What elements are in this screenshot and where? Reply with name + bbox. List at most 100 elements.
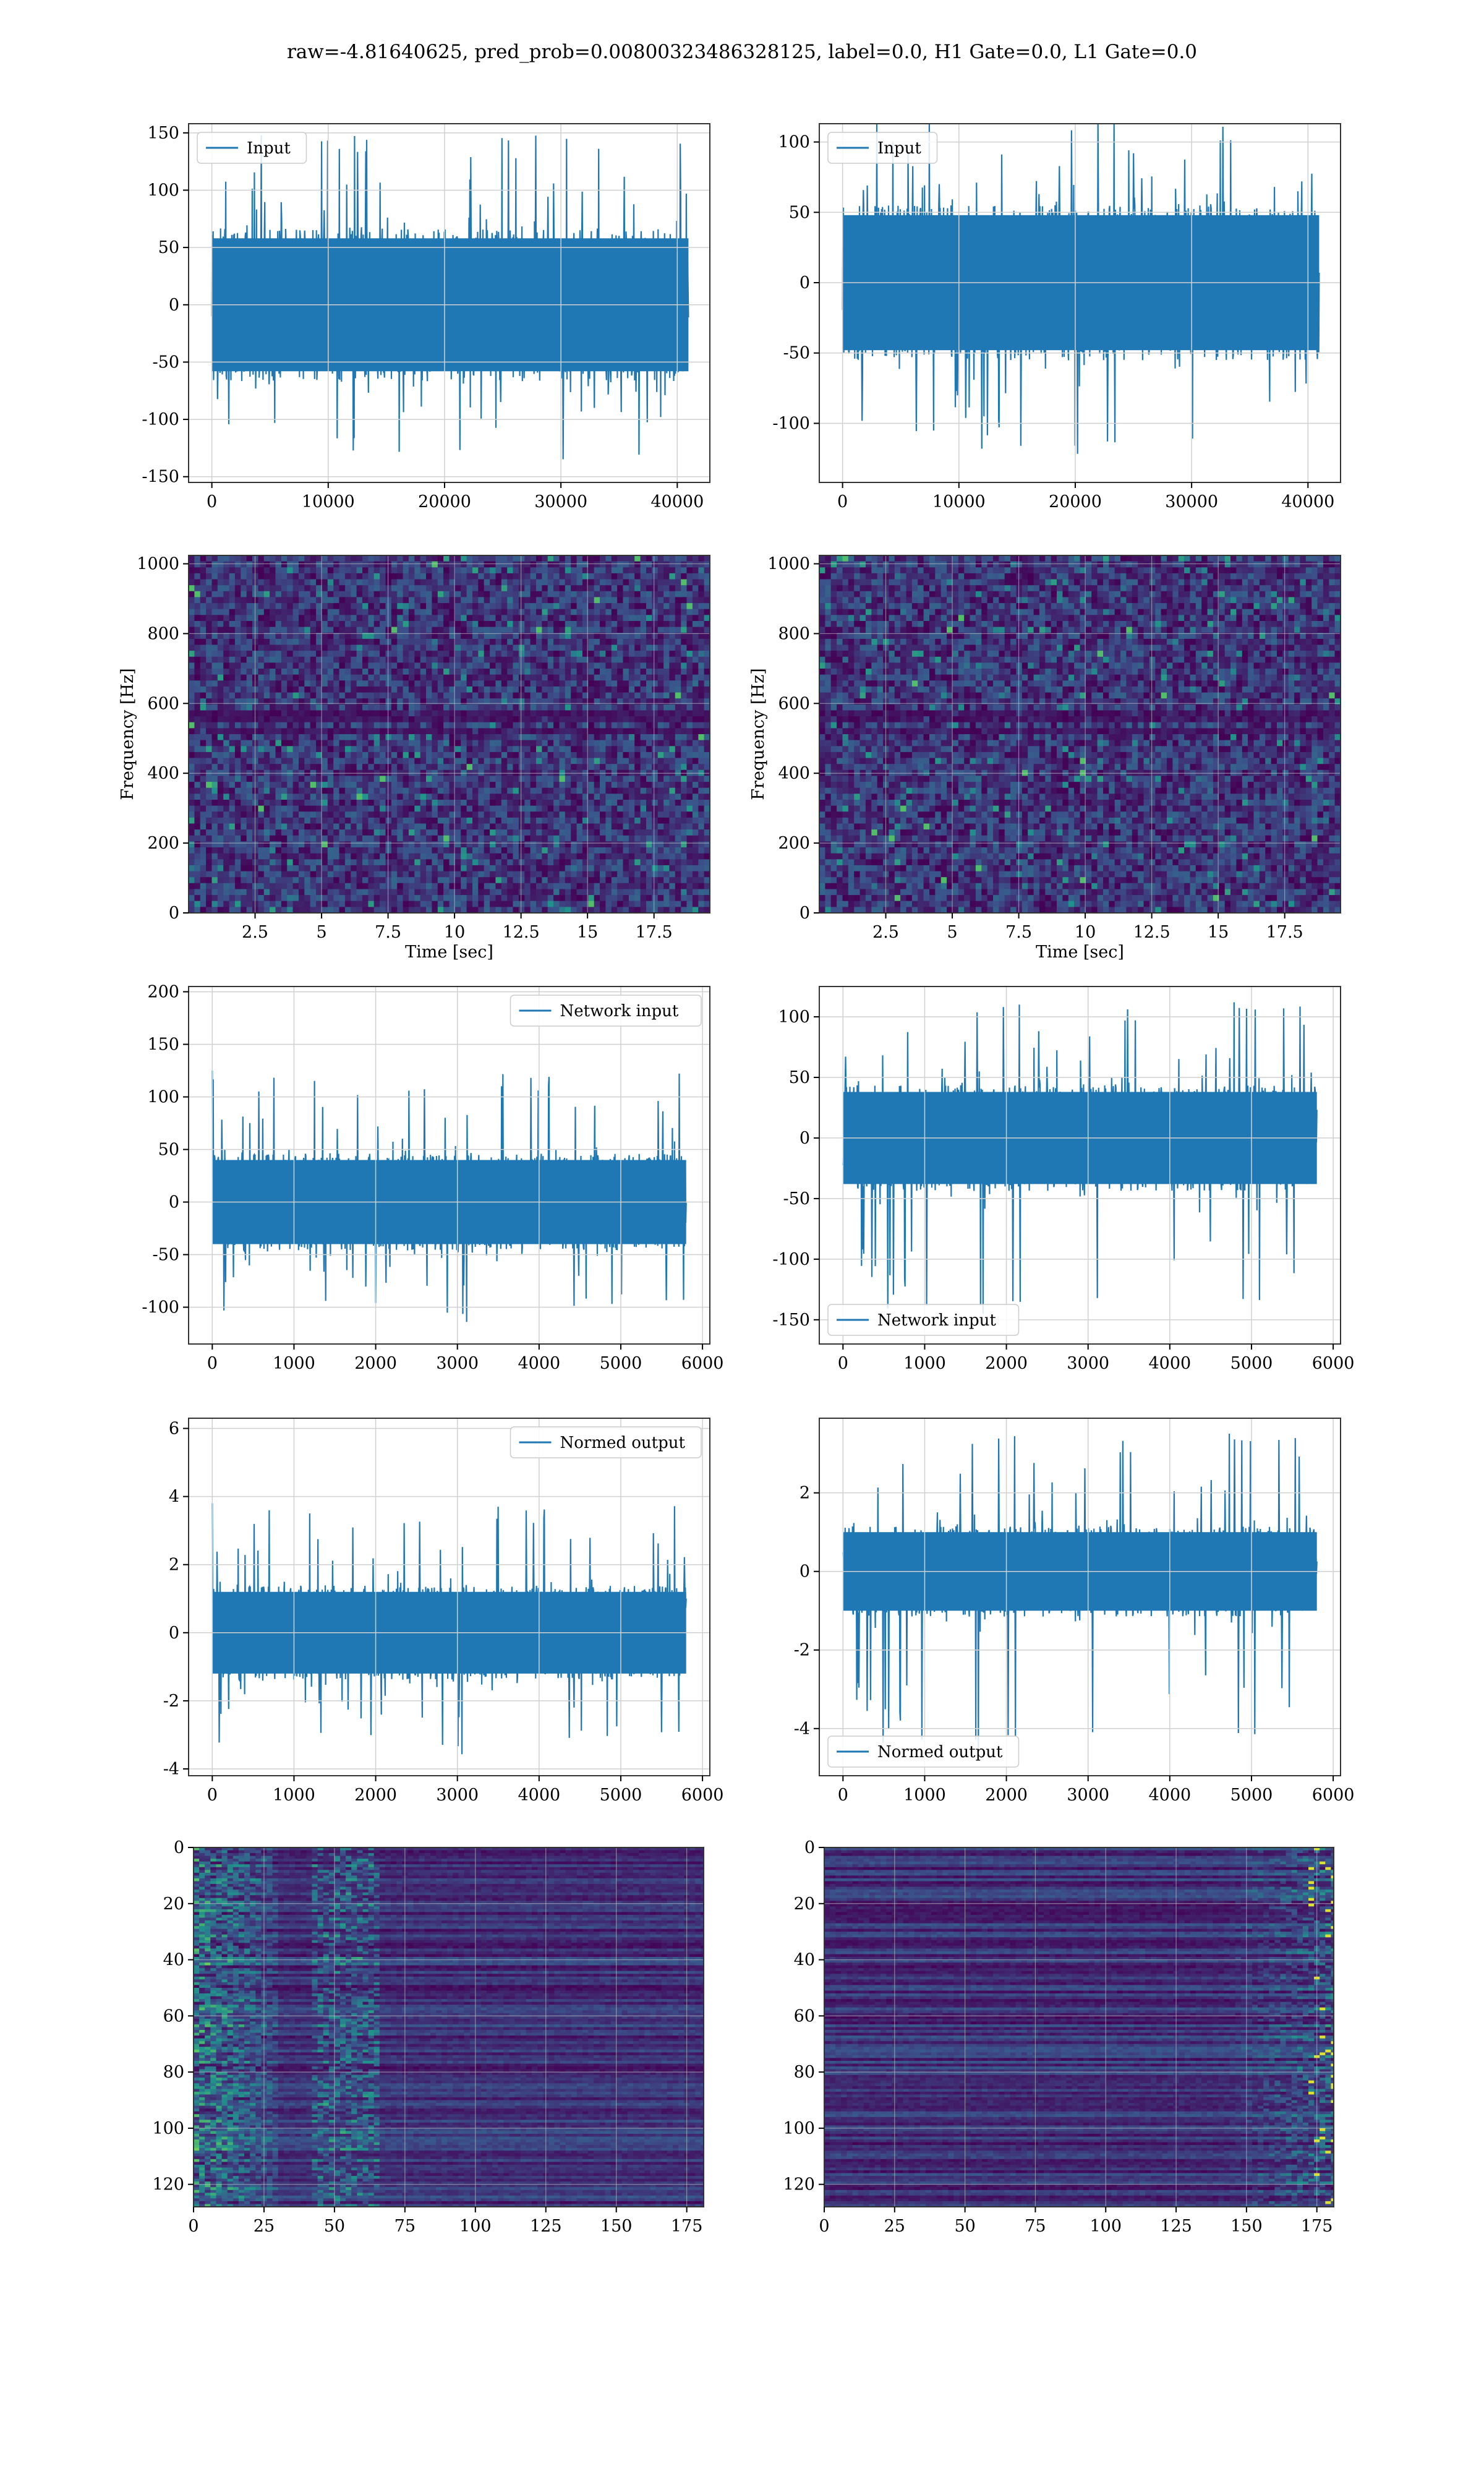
heatmap-cell [229,585,236,592]
heatmap-cell [299,877,305,884]
heatmap-cell [652,555,659,562]
heatmap-cell [449,823,456,830]
heatmap-cell [287,555,294,562]
heatmap-cell [270,776,276,782]
heatmap-cell [484,829,490,836]
heatmap-cell [322,567,328,574]
heatmap-cell [507,662,514,669]
heatmap-cell [582,579,589,586]
heatmap-cell [229,644,236,651]
heatmap-cell [304,621,311,628]
heatmap-cell [443,692,450,699]
heatmap-cell [490,573,497,580]
heatmap-cell [686,746,693,753]
heatmap-cell [681,656,688,663]
heatmap-cell [646,764,652,771]
heatmap-cell [594,835,600,842]
heatmap-cell [472,716,479,723]
heatmap-cell [189,847,195,854]
heatmap-cell [600,710,606,717]
heatmap-cell [270,567,276,574]
heatmap-cell [241,829,247,836]
heatmap-cell [640,740,647,747]
heatmap-cell [571,728,578,735]
heatmap-cell [449,656,456,663]
heatmap-cell [368,573,375,580]
heatmap-cell [495,615,502,622]
heatmap-cell [553,656,560,663]
heatmap-cell [565,585,571,592]
heatmap-cell [553,644,560,651]
heatmap-cell [628,710,635,717]
heatmap-cell [281,561,288,568]
heatmap-cell [391,764,398,771]
heatmap-cell [692,627,699,633]
heatmap-cell [704,829,710,836]
heatmap-cell [657,740,664,747]
plot-area [211,135,689,460]
heatmap-cell [600,698,606,705]
heatmap-cell [692,734,699,741]
heatmap-cell [611,859,618,866]
heatmap-cell [542,638,548,646]
heatmap-cell [652,680,659,687]
heatmap-cell [292,829,299,836]
heatmap-cell [513,794,519,800]
heatmap-cell [316,847,323,854]
heatmap-cell [663,847,670,854]
heatmap-cell [692,692,699,699]
heatmap-cell [333,716,340,723]
heatmap-cell [200,740,207,747]
heatmap-cell [686,561,693,568]
heatmap-cell [403,841,409,848]
heatmap-cell [310,728,317,735]
heatmap-cell [588,710,595,717]
heatmap-cell [582,740,589,747]
heatmap-cell [229,853,236,860]
heatmap-cell [322,644,328,651]
heatmap-cell [600,805,606,812]
heatmap-cell [420,585,427,592]
heatmap-cell [594,758,600,764]
heatmap-cell [692,758,699,764]
heatmap-cell [403,716,409,723]
heatmap-cell [327,746,334,753]
heatmap-cell [281,603,288,610]
heatmap-cell [559,865,566,872]
heatmap-cell [362,680,369,687]
heatmap-cell [217,787,224,794]
heatmap-cell [576,603,583,610]
heatmap-cell [292,638,299,646]
heatmap-cell [223,787,230,794]
heatmap-cell [241,579,247,586]
heatmap-cell [397,722,404,729]
heatmap-cell [449,859,456,866]
heatmap-cell [258,853,265,860]
heatmap-cell [542,561,548,568]
heatmap-cell [246,746,253,753]
heatmap-cell [397,638,404,646]
heatmap-cell [565,787,571,794]
heatmap-cell [229,591,236,597]
heatmap-cell [646,698,652,705]
heatmap-cell [270,674,276,681]
heatmap-cell [449,758,456,764]
heatmap-cell [391,633,398,640]
heatmap-cell [634,811,641,818]
heatmap-cell [675,835,681,842]
heatmap-cell [524,716,531,723]
heatmap-cell [565,674,571,681]
heatmap-cell [686,841,693,848]
heatmap-cell [634,609,641,615]
heatmap-cell [669,674,676,681]
heatmap-cell [217,865,224,872]
heatmap-cell [443,823,450,830]
heatmap-cell [466,591,473,597]
heatmap-cell [403,633,409,640]
heatmap-cell [356,674,363,681]
heatmap-cell [617,686,624,693]
heatmap-cell [449,782,456,789]
heatmap-cell [518,740,525,747]
heatmap-cell [270,692,276,699]
heatmap-cell [547,638,554,646]
